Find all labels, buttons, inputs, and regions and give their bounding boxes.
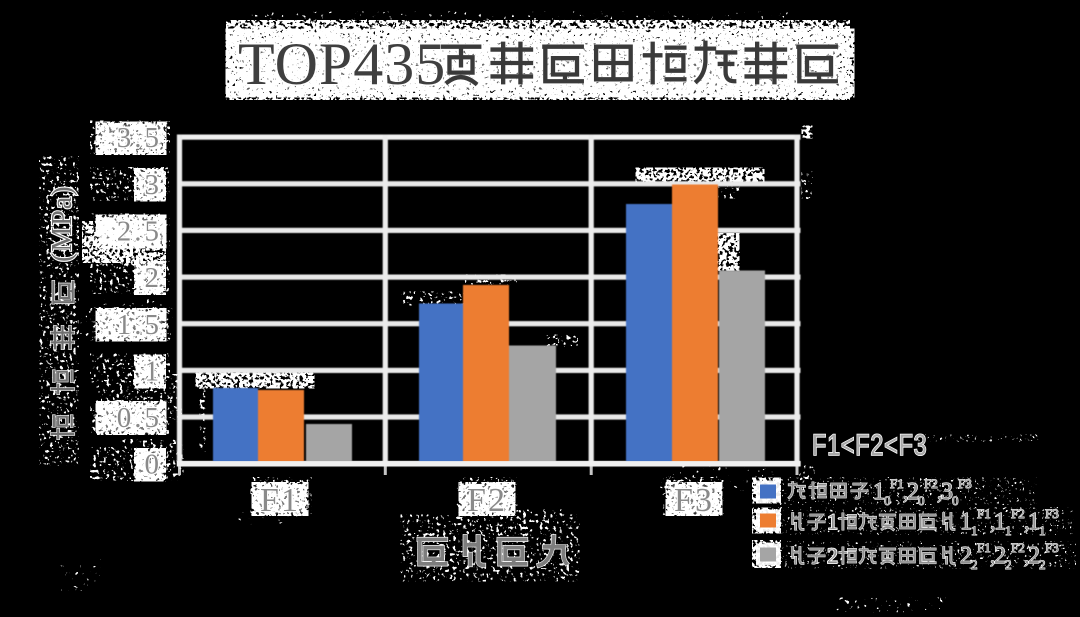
svg-text:F3: F3 (1045, 540, 1059, 555)
svg-text:F2: F2 (924, 476, 938, 491)
svg-text:1: 1 (1005, 523, 1012, 538)
svg-text:F1: F1 (977, 506, 991, 521)
svg-text:F2: F2 (1011, 506, 1025, 521)
svg-text:1: 1 (971, 523, 978, 538)
svg-text:F2: F2 (1011, 540, 1025, 555)
svg-text:0: 0 (952, 493, 959, 508)
svg-text:1: 1 (827, 509, 838, 534)
svg-text:2: 2 (1005, 557, 1012, 572)
svg-text:1: 1 (994, 509, 1006, 535)
svg-text:F1: F1 (890, 476, 904, 491)
svg-text:TOP435: TOP435 (238, 31, 446, 97)
svg-text:(MPa): (MPa) (47, 185, 78, 262)
svg-text:1: 1 (960, 509, 972, 535)
svg-text:F2: F2 (467, 482, 507, 519)
svg-text:3: 3 (941, 479, 953, 505)
svg-text:1: 1 (873, 479, 885, 505)
svg-text:F1: F1 (260, 482, 300, 519)
svg-text:2: 2 (907, 479, 919, 505)
svg-text:,: , (937, 479, 943, 504)
svg-text:1.5: 1.5 (117, 309, 162, 341)
svg-text:F3: F3 (1045, 506, 1059, 521)
svg-text:,: , (990, 509, 996, 534)
svg-text:2: 2 (1028, 543, 1040, 569)
svg-text:F3: F3 (674, 482, 714, 519)
svg-text:2: 2 (145, 262, 163, 294)
svg-text:F1: F1 (977, 540, 991, 555)
svg-text:,: , (903, 479, 909, 504)
svg-text:2: 2 (994, 543, 1006, 569)
svg-text:2: 2 (971, 557, 978, 572)
svg-text:,: , (990, 543, 996, 568)
svg-text:,: , (1024, 509, 1030, 534)
svg-text:,: , (1024, 543, 1030, 568)
svg-text:F1<F2<F3: F1<F2<F3 (812, 428, 927, 461)
svg-text:1: 1 (1039, 523, 1046, 538)
svg-text:2: 2 (1039, 557, 1046, 572)
svg-text:0: 0 (884, 493, 891, 508)
svg-text:2: 2 (960, 543, 972, 569)
svg-text:3: 3 (145, 169, 163, 201)
svg-text:1: 1 (145, 355, 163, 387)
svg-text:2: 2 (827, 543, 838, 568)
svg-text:0.5: 0.5 (117, 402, 162, 434)
svg-text:3.5: 3.5 (117, 122, 162, 154)
svg-text:F3: F3 (958, 476, 972, 491)
svg-text:0: 0 (918, 493, 925, 508)
svg-text:2.5: 2.5 (117, 215, 162, 247)
svg-text:1: 1 (1028, 509, 1040, 535)
svg-text:0: 0 (145, 449, 163, 481)
